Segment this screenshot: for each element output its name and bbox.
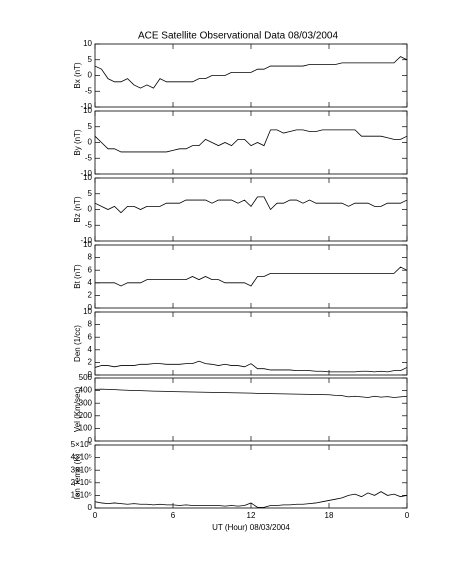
x-tick-label: 18 [325, 511, 334, 520]
y-tick-label: 0 [88, 503, 93, 512]
y-tick-label: 5 [88, 189, 93, 198]
y-tick-label: 5 [88, 122, 93, 131]
y-tick-label: 0 [88, 303, 93, 312]
chart-title: ACE Satellite Observational Data 08/03/2… [138, 31, 339, 42]
panel-frame [94, 43, 408, 108]
panel-frame [94, 444, 408, 509]
y-tick-label: 10 [83, 240, 92, 249]
y-tick-label: 0 [88, 71, 93, 80]
x-axis-label: UT (Hour) 08/03/2004 [212, 523, 290, 532]
y-tick-label: 200 [79, 411, 93, 420]
data-line [94, 388, 408, 398]
x-tick-label: 0 [93, 511, 98, 520]
y-tick-label: -5 [85, 153, 93, 162]
y-tick-label: 10 [83, 173, 92, 182]
y-tick-label: 0 [88, 370, 93, 379]
y-tick-label: -5 [85, 86, 93, 95]
y-axis-label: By (nT) [73, 129, 82, 156]
y-tick-label: 0 [88, 138, 93, 147]
y-tick-label: 8 [88, 253, 93, 262]
y-tick-label: 100 [79, 424, 93, 433]
y-tick-label: 6 [88, 332, 93, 341]
y-tick-label: 4 [88, 345, 93, 354]
y-tick-label: 4 [88, 278, 93, 287]
y-axis-label: Den (1/cc) [73, 325, 82, 362]
y-tick-label: 8 [88, 320, 93, 329]
y-tick-label: 3×10⁵ [71, 465, 92, 474]
y-tick-label: 2 [88, 291, 93, 300]
data-line [94, 360, 408, 373]
y-tick-label: 300 [79, 398, 93, 407]
x-tick-label: 6 [171, 511, 176, 520]
data-line [95, 266, 408, 287]
y-tick-label: -5 [85, 220, 93, 229]
y-tick-label: 10 [83, 39, 92, 48]
panel-frame [94, 377, 408, 442]
y-tick-label: 5×10⁵ [71, 440, 92, 449]
y-axis-label: Bx (nT) [73, 62, 82, 89]
y-tick-label: 0 [88, 436, 93, 445]
y-axis-label: Bt (nT) [73, 264, 82, 289]
y-tick-label: 10 [83, 106, 92, 115]
y-tick-label: 5 [88, 55, 93, 64]
y-tick-label: 400 [79, 386, 93, 395]
y-axis-label: Bz (nT) [73, 196, 82, 223]
y-axis-label: Vel (Km/sec) [73, 386, 82, 432]
panel-frame [94, 311, 408, 376]
y-tick-label: 1×10⁵ [71, 491, 92, 500]
y-tick-label: -10 [80, 236, 92, 245]
y-tick-label: 6 [88, 265, 93, 274]
y-tick-label: -10 [80, 102, 92, 111]
data-line [94, 196, 408, 214]
y-tick-label: 2 [88, 358, 93, 367]
x-tick-label: 0 [405, 511, 410, 520]
x-tick-label: 12 [247, 511, 256, 520]
y-tick-label: 4×10⁵ [71, 453, 92, 462]
panel-frame [94, 244, 408, 309]
data-line [94, 491, 408, 508]
y-tick-label: -10 [80, 169, 92, 178]
y-tick-label: 0 [88, 205, 93, 214]
data-line [94, 56, 408, 89]
y-tick-label: 500 [79, 373, 93, 382]
data-line [94, 129, 408, 153]
panel-frame [94, 110, 408, 175]
y-axis-label: Ion Temp (K) [73, 453, 82, 499]
y-tick-label: 10 [83, 307, 92, 316]
y-tick-label: 2×10⁵ [71, 478, 92, 487]
panel-frame [94, 177, 408, 242]
